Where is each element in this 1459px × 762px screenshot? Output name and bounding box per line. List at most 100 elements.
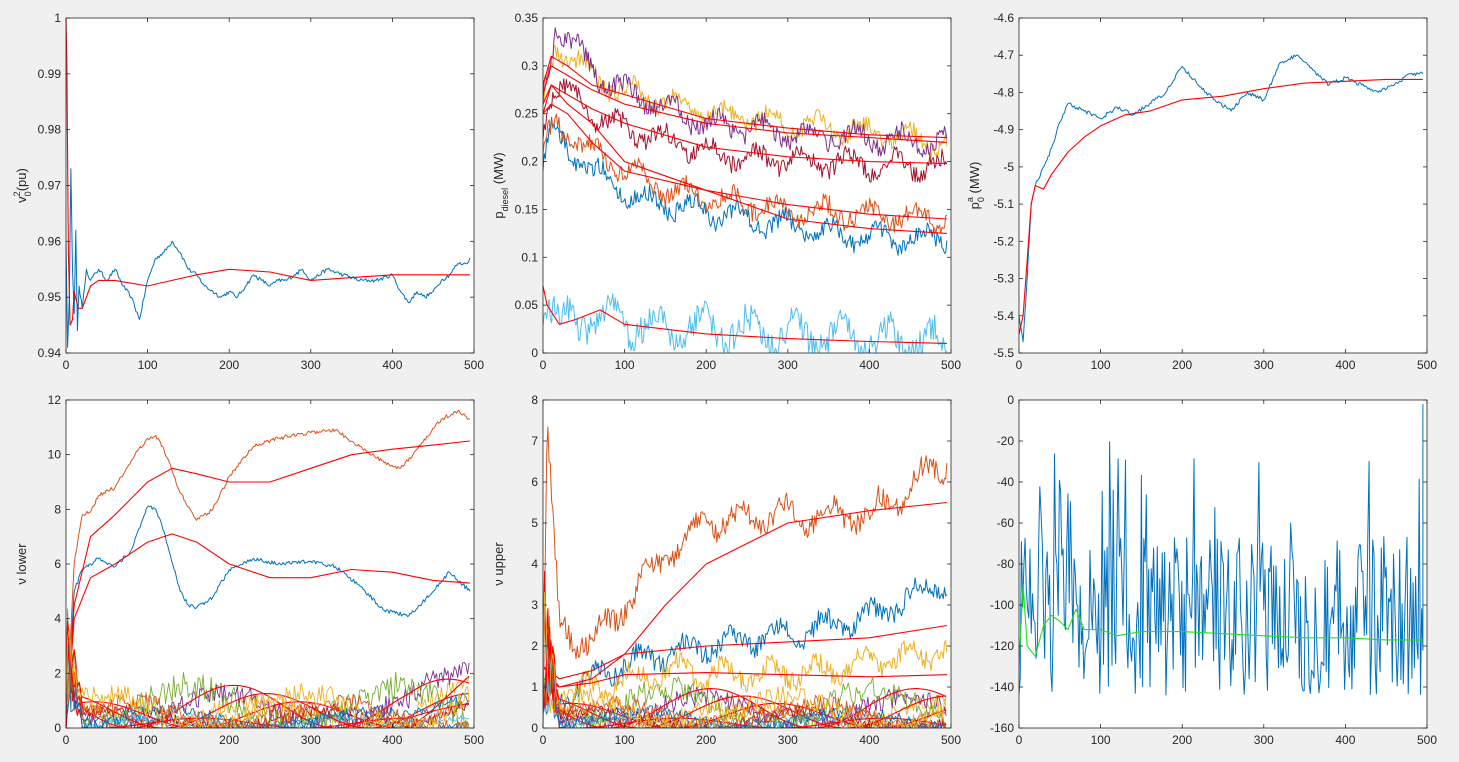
- series-line-avg: [66, 18, 470, 326]
- y-tick-label: 5: [531, 516, 538, 530]
- y-tick-label: 2: [54, 666, 61, 680]
- chart-p0a: 0 100 200 300 400 500 -5.5 -5.4 -5.3 -5.2 -5.1 -5 -4…: [965, 11, 1437, 372]
- y-tick-label: 0.95: [38, 290, 62, 304]
- x-tick-label: 100: [138, 358, 158, 372]
- series-line-avg: [1019, 78, 1423, 335]
- x-tick-label: 200: [1172, 358, 1192, 372]
- y-axis-label: v20(pu): [12, 168, 33, 203]
- series-line-avg-blue: [543, 624, 947, 680]
- y-tick-label: 1: [531, 680, 538, 694]
- series-line-bundle-10: [543, 599, 947, 728]
- series-line-yellow: [543, 640, 948, 717]
- x-tick-label: 200: [219, 358, 239, 372]
- plot-area: [1019, 18, 1427, 353]
- chart-nulower: 0 100 200 300 400 500 0 2 4 6 8 10 12 ν lower: [14, 393, 484, 747]
- series-line-avg-6: [543, 285, 947, 344]
- x-tick-label: 200: [696, 358, 716, 372]
- x-tick-label: 100: [1091, 358, 1111, 372]
- y-tick-label: 1: [54, 11, 61, 25]
- y-tick-label: -5.4: [993, 309, 1014, 323]
- ylabel-main: p: [491, 211, 506, 218]
- y-tick-label: 0.15: [515, 202, 539, 216]
- x-tick-label: 400: [382, 358, 402, 372]
- y-tick-label: 7: [531, 434, 538, 448]
- ylabel-main: p: [967, 202, 982, 209]
- series-line-avg-5: [543, 84, 947, 165]
- x-tick-label: 300: [301, 733, 321, 747]
- x-tick-label: 300: [778, 358, 798, 372]
- y-tick-label: -5.5: [993, 346, 1014, 360]
- x-tick-label: 200: [1172, 733, 1192, 747]
- series-line-avg-blue: [66, 533, 470, 728]
- y-tick-label: 0.97: [38, 179, 62, 193]
- series-line-bundle-13: [66, 629, 470, 728]
- series-line-bundle-11: [543, 596, 947, 728]
- y-tick-label: -4.6: [993, 11, 1014, 25]
- x-tick-label: 400: [859, 358, 879, 372]
- series-group: [66, 18, 471, 348]
- series-line-orange: [543, 426, 948, 728]
- series-line-avg-3: [543, 55, 947, 139]
- series-group: [543, 27, 948, 353]
- y-tick-label: 0.35: [515, 11, 539, 25]
- series-group: [1019, 54, 1424, 343]
- ylabel-main: ν lower: [14, 543, 29, 585]
- y-axis-label: pdiesel (MW): [491, 152, 510, 218]
- y-tick-label: -80: [997, 557, 1015, 571]
- series-group: [543, 426, 948, 728]
- y-tick-label: 3: [531, 598, 538, 612]
- series-line-bundle-12: [66, 639, 470, 728]
- series-line-avg-1: [543, 103, 947, 234]
- y-axis-label: ν lower: [14, 543, 29, 585]
- y-tick-label: 2: [531, 639, 538, 653]
- y-tick-label: 0.25: [515, 107, 539, 121]
- y-tick-label: -60: [997, 516, 1015, 530]
- series-group: [1019, 404, 1424, 696]
- series-line-bundle-8: [543, 573, 947, 728]
- y-tick-label: 6: [531, 475, 538, 489]
- series-line-unit-5: [543, 78, 948, 183]
- y-tick-label: 0.05: [515, 298, 539, 312]
- ylabel-tail: (MW): [491, 152, 506, 187]
- x-tick-label: 300: [778, 733, 798, 747]
- x-tick-label: 500: [941, 733, 961, 747]
- x-tick-label: 400: [1335, 358, 1355, 372]
- chart-pdiesel: 0 100 200 300 400 500 0 0.05 0.1 0.15 0.2 0.25 0.3 0.…: [491, 11, 961, 372]
- ylabel-sup: a: [965, 197, 975, 202]
- x-tick-label: 0: [63, 358, 70, 372]
- x-tick-label: 0: [63, 733, 70, 747]
- y-tick-label: 0.3: [521, 59, 538, 73]
- series-line-bundle-8: [66, 625, 470, 728]
- series-line-raw: [1019, 54, 1424, 343]
- x-tick-label: 400: [859, 733, 879, 747]
- ylabel-sub: 0: [23, 191, 33, 196]
- series-line-avg-4: [543, 65, 947, 143]
- x-tick-label: 500: [464, 358, 484, 372]
- series-line-bundle-13: [543, 591, 947, 728]
- x-tick-label: 500: [1417, 358, 1437, 372]
- y-tick-label: -4.9: [993, 123, 1014, 137]
- ylabel-sub: 0: [976, 197, 986, 202]
- series-line-blue: [66, 505, 471, 728]
- y-tick-label: 0: [1007, 393, 1014, 407]
- x-tick-label: 300: [1254, 733, 1274, 747]
- series-line-avg: [1019, 583, 1423, 667]
- y-axis-label: pa0 (MW): [965, 162, 986, 210]
- x-tick-label: 200: [696, 733, 716, 747]
- series-line-avg-orange: [66, 440, 470, 728]
- ylabel-sub: diesel: [500, 188, 510, 212]
- x-tick-label: 0: [540, 358, 547, 372]
- y-tick-label: -4.8: [993, 85, 1014, 99]
- y-tick-label: 6: [54, 557, 61, 571]
- series-line-raw: [1019, 404, 1424, 696]
- x-tick-label: 400: [382, 733, 402, 747]
- x-tick-label: 0: [1016, 358, 1023, 372]
- series-line-avg-yellow: [543, 672, 947, 688]
- ylabel-sup: 2: [12, 191, 22, 196]
- y-tick-label: 8: [531, 393, 538, 407]
- chart-v0: 0 100 200 300 400 500 0.94 0.95 0.96 0.97 0.98 0.99…: [12, 11, 484, 372]
- series-line-blue: [543, 577, 948, 709]
- x-tick-label: 100: [1091, 733, 1111, 747]
- y-tick-label: -20: [997, 434, 1015, 448]
- series-line-unit-6: [543, 293, 948, 353]
